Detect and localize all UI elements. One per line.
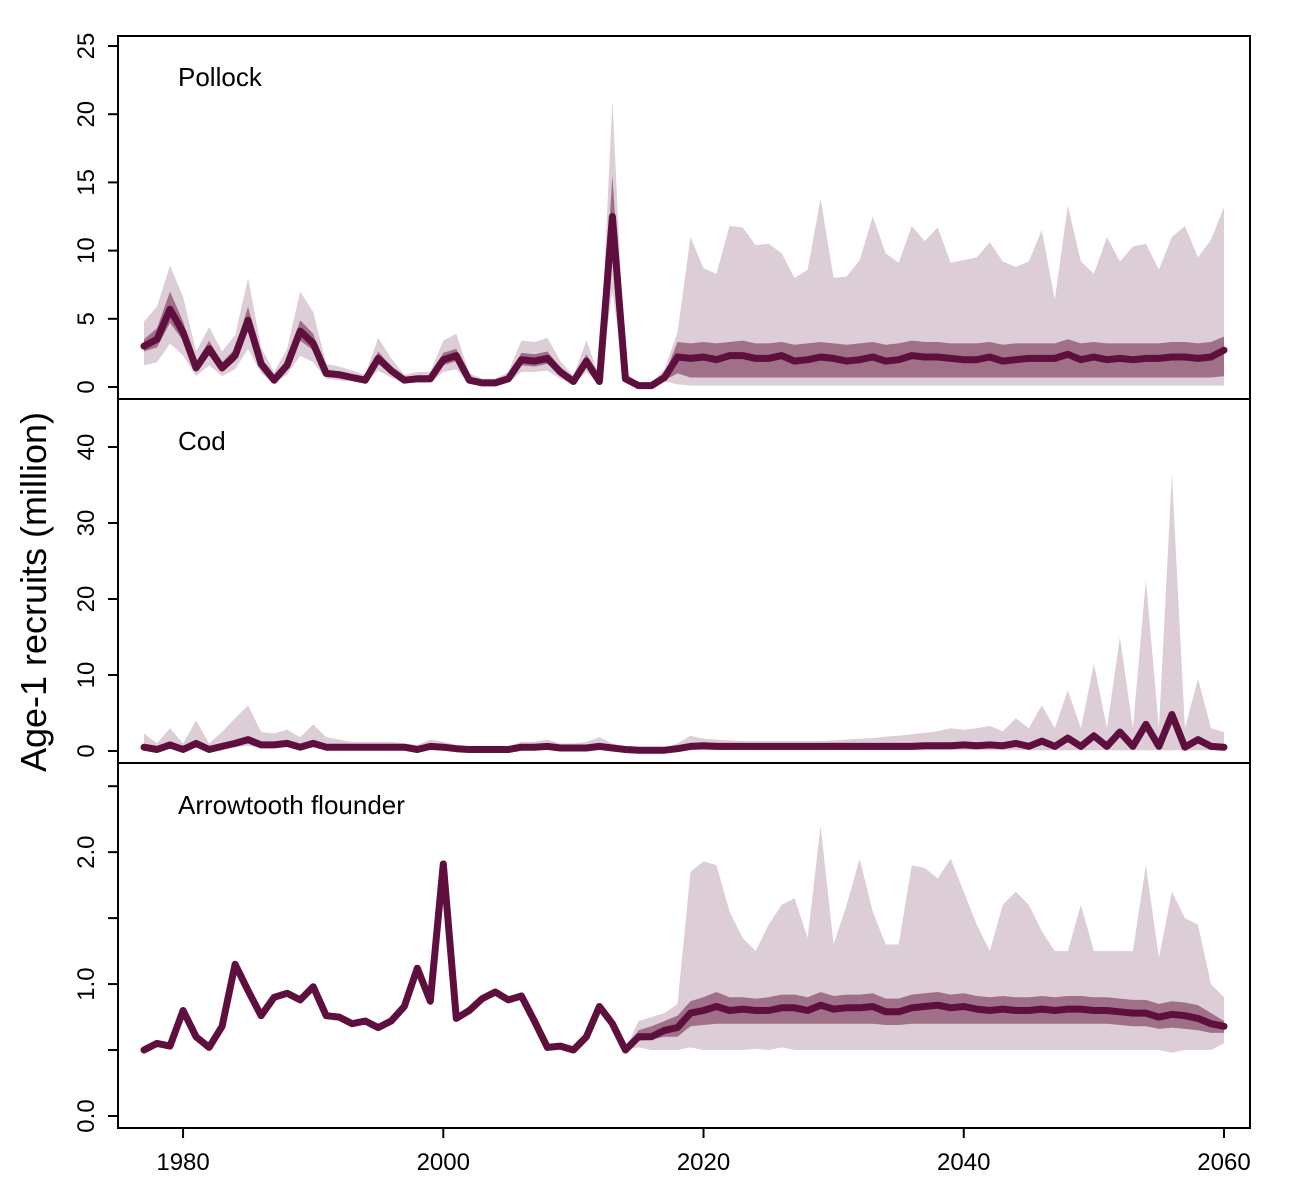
x-tick-label: 2060 bbox=[1197, 1149, 1250, 1176]
outer-interval-band bbox=[144, 473, 1224, 751]
y-tick-label: 5 bbox=[73, 312, 100, 325]
median-line bbox=[140, 711, 1228, 754]
series-group bbox=[140, 825, 1228, 1054]
y-tick-label: 20 bbox=[73, 101, 100, 128]
median-line bbox=[140, 860, 1228, 1054]
panel-label: Pollock bbox=[178, 62, 263, 92]
y-tick-label: 0 bbox=[73, 380, 100, 393]
x-tick-label: 2040 bbox=[937, 1149, 990, 1176]
panel-label: Cod bbox=[178, 426, 226, 456]
y-tick-label: 10 bbox=[73, 237, 100, 264]
y-tick-label: 40 bbox=[73, 434, 100, 461]
x-tick-label: 2020 bbox=[677, 1149, 730, 1176]
series-group bbox=[140, 473, 1228, 754]
y-tick-label: 1.0 bbox=[73, 967, 100, 1000]
inner-interval-band bbox=[144, 175, 1224, 386]
panel-cod: 0 10 20 30 40 Cod bbox=[73, 398, 1251, 764]
panel-frame bbox=[117, 398, 1251, 764]
x-axis: 1980 2000 2020 2040 2060 bbox=[156, 1127, 1251, 1176]
outer-interval-band bbox=[144, 100, 1224, 386]
y-tick-label: 0.0 bbox=[73, 1099, 100, 1132]
panels: 0 5 10 15 20 25 Pollock 0 10 20 30 40 Cod 0.0 1.0 2.0 Ar… bbox=[73, 33, 1251, 1133]
series-group bbox=[140, 100, 1228, 390]
y-tick-label: 30 bbox=[73, 510, 100, 537]
y-tick-label: 15 bbox=[73, 169, 100, 196]
x-tick-label: 2000 bbox=[417, 1149, 470, 1176]
y-tick-label: 2.0 bbox=[73, 836, 100, 869]
x-tick-label: 1980 bbox=[156, 1149, 209, 1176]
panel-pollock: 0 5 10 15 20 25 Pollock bbox=[73, 33, 1251, 400]
y-tick-label: 0 bbox=[73, 744, 100, 757]
y-tick-label: 10 bbox=[73, 662, 100, 689]
y-axis-title: Age-1 recruits (million) bbox=[13, 412, 54, 772]
panel-arrowtooth-flounder: 0.0 1.0 2.0 Arrowtooth flounder bbox=[73, 762, 1251, 1133]
panel-label: Arrowtooth flounder bbox=[178, 790, 405, 820]
y-tick-label: 20 bbox=[73, 586, 100, 613]
median-line bbox=[140, 213, 1228, 390]
y-tick-label: 25 bbox=[73, 33, 100, 60]
